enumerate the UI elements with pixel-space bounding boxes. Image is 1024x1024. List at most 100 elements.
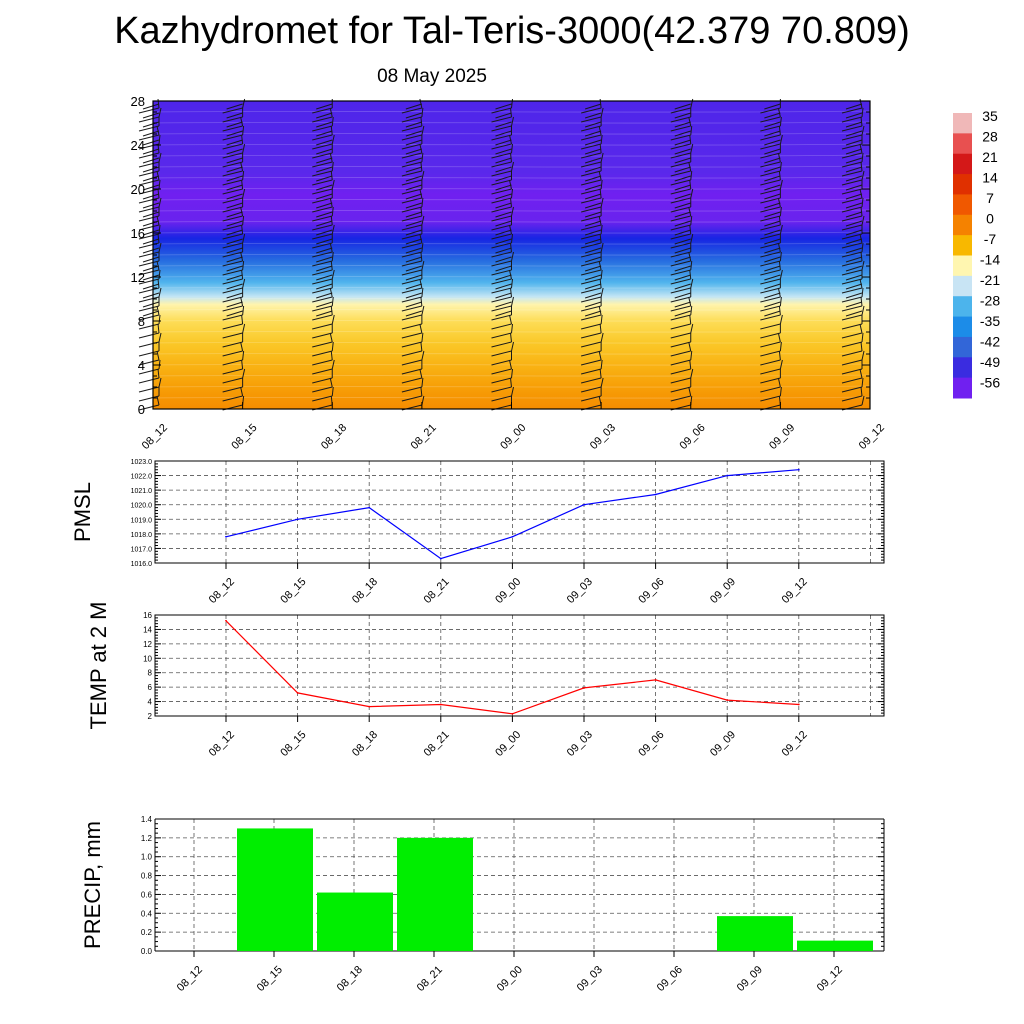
wind-barb-staff — [329, 107, 333, 118]
wind-barb-flag — [491, 242, 512, 249]
wind-barb-flag — [841, 206, 863, 213]
wind-barb-flag — [845, 184, 863, 191]
isotherm-line — [152, 319, 871, 322]
wind-barb-flag — [316, 283, 333, 290]
wind-barb-flag — [401, 251, 422, 258]
x-tick-label: 08_18 — [350, 729, 380, 759]
wind-barb-flag — [226, 103, 243, 110]
wind-barb-flag — [764, 148, 781, 155]
wind-barb-flag — [222, 341, 243, 348]
wind-barb-flag — [581, 368, 602, 375]
wind-barb-flag — [760, 341, 781, 348]
wind-barb-flag — [401, 179, 422, 186]
wind-barb-staff — [598, 215, 602, 226]
wind-barb-staff — [509, 269, 512, 280]
x-tick-label: 09_00 — [493, 729, 523, 759]
wind-barb-staff — [861, 215, 865, 226]
wind-barb-flag — [405, 229, 423, 236]
wind-barb-flag — [764, 103, 781, 110]
data-point — [726, 699, 729, 702]
wind-barb-flag — [138, 395, 160, 402]
wind-barb-flag — [581, 206, 602, 213]
wind-barb-flag — [584, 220, 602, 227]
wind-barb-flag — [316, 211, 333, 218]
wind-barb-staff — [690, 305, 693, 316]
wind-barb-staff — [779, 224, 783, 235]
wind-barb-staff — [331, 359, 335, 370]
wind-barb-flag — [316, 202, 333, 209]
wind-barb-flag — [405, 247, 423, 254]
wind-barb-flag — [584, 193, 602, 200]
wind-barb-staff — [779, 296, 782, 307]
isotherm-line — [152, 264, 871, 267]
wind-barb-staff — [240, 116, 244, 127]
wind-barb-flag — [760, 197, 781, 204]
wind-barb-flag — [316, 184, 333, 191]
wind-barb-flag — [495, 175, 512, 182]
wind-barb-flag — [312, 287, 333, 294]
y-tick-label: 1022.0 — [131, 474, 153, 481]
wind-barb-flag — [491, 341, 512, 348]
wind-barb-flag — [674, 229, 691, 236]
isotherm-line — [152, 330, 871, 333]
wind-barb-flag — [312, 134, 333, 141]
wind-barb-flag — [405, 175, 423, 182]
wind-barb-flag — [670, 179, 691, 186]
wind-barb-flag — [316, 247, 333, 254]
x-tick-label: 09_06 — [655, 964, 685, 994]
wind-barb-flag — [760, 395, 781, 402]
wind-barb-flag — [760, 107, 781, 114]
wind-barb-flag — [495, 265, 512, 272]
wind-barb-staff — [330, 305, 333, 316]
wind-barb-staff — [600, 134, 603, 145]
wind-barb-flag — [581, 125, 602, 132]
wind-barb-flag — [581, 161, 602, 168]
data-point — [654, 493, 657, 496]
wind-barb-staff — [779, 206, 782, 217]
wind-barb-flag — [760, 314, 781, 321]
wind-barb-flag — [584, 283, 602, 290]
panel-frame — [154, 614, 885, 717]
wind-barb-staff — [778, 170, 781, 181]
wind-barb-flag — [584, 292, 602, 299]
wind-barb-flag — [312, 251, 333, 258]
wind-barb-flag — [845, 238, 863, 245]
wind-barb-staff — [860, 161, 863, 172]
wind-barb-flag — [226, 265, 243, 272]
wind-barb-flag — [226, 247, 243, 254]
wind-barb-flag — [401, 224, 422, 231]
wind-barb-staff — [156, 125, 160, 136]
wind-barb-staff — [779, 116, 782, 127]
wind-barb-flag — [401, 386, 422, 393]
data-point — [225, 535, 227, 538]
wind-barb-flag — [401, 260, 422, 267]
wind-barb-flag — [316, 121, 333, 128]
wind-barb-flag — [670, 251, 691, 258]
wind-barb-flag — [491, 170, 512, 177]
wind-barb-flag — [312, 278, 333, 285]
wind-barb-flag — [495, 229, 512, 236]
data-point — [439, 703, 442, 706]
wind-barb-staff — [331, 314, 335, 325]
colorbar-label: 7 — [986, 190, 994, 206]
y-tick-label: 1.2 — [141, 834, 153, 843]
colorbar-label: -35 — [980, 313, 1000, 329]
colorbar-label: 14 — [982, 170, 998, 186]
wind-barb-staff — [777, 197, 781, 208]
wind-barb-flag — [841, 107, 863, 114]
wind-barb-flag — [491, 260, 512, 267]
wind-barb-flag — [401, 188, 422, 195]
wind-barb-staff — [509, 179, 512, 190]
wind-barb-flag — [491, 278, 512, 285]
wind-barb-staff — [157, 188, 160, 199]
wind-barb-staff — [859, 188, 863, 199]
wind-barb-flag — [674, 301, 691, 308]
wind-barb-flag — [670, 206, 691, 213]
wind-barb-flag — [405, 238, 423, 245]
wind-barb-staff — [421, 215, 425, 226]
wind-barb-flag — [670, 134, 691, 141]
x-tick-label: 08_18 — [350, 576, 380, 606]
wind-barb-flag — [764, 274, 781, 281]
data-point — [296, 518, 299, 521]
wind-barb-flag — [760, 233, 781, 240]
